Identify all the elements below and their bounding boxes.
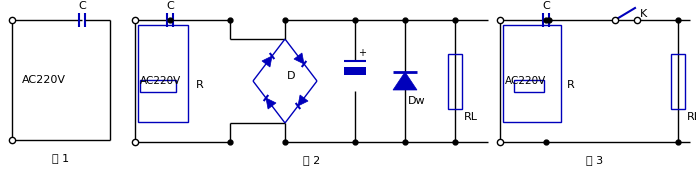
Polygon shape xyxy=(294,53,304,64)
Polygon shape xyxy=(298,95,308,106)
Text: AC220V: AC220V xyxy=(505,76,546,86)
Bar xyxy=(138,25,188,122)
Text: C: C xyxy=(166,1,174,11)
Text: RL: RL xyxy=(464,113,478,122)
Text: Dw: Dw xyxy=(408,96,426,106)
Text: 图 1: 图 1 xyxy=(52,153,70,163)
Text: 图 3: 图 3 xyxy=(587,155,603,165)
Text: +: + xyxy=(358,48,366,58)
Text: D: D xyxy=(287,71,296,81)
Text: R: R xyxy=(196,81,204,91)
Bar xyxy=(671,53,685,109)
Bar xyxy=(514,79,544,92)
Bar xyxy=(448,53,462,109)
Polygon shape xyxy=(262,56,272,67)
Bar xyxy=(140,79,176,92)
Text: R: R xyxy=(567,81,575,91)
Text: C: C xyxy=(78,1,86,11)
Bar xyxy=(503,25,561,122)
Text: C: C xyxy=(542,1,550,11)
Text: K: K xyxy=(640,9,647,19)
Text: AC220V: AC220V xyxy=(140,76,181,86)
Bar xyxy=(344,67,366,75)
Text: AC220V: AC220V xyxy=(22,75,66,85)
Text: 图 2: 图 2 xyxy=(303,155,320,165)
Text: RL: RL xyxy=(687,113,696,122)
Polygon shape xyxy=(393,72,417,90)
Polygon shape xyxy=(266,98,276,109)
